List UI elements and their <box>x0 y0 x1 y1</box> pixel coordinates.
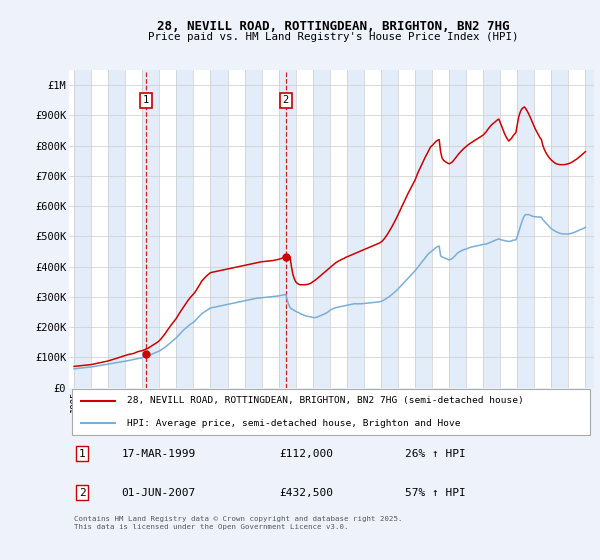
Text: 26% ↑ HPI: 26% ↑ HPI <box>405 449 466 459</box>
Bar <box>347 70 364 388</box>
Text: 01-JUN-2007: 01-JUN-2007 <box>121 488 196 498</box>
Text: 1: 1 <box>79 449 86 459</box>
Text: Price paid vs. HM Land Registry's House Price Index (HPI): Price paid vs. HM Land Registry's House … <box>148 32 518 43</box>
Text: 57% ↑ HPI: 57% ↑ HPI <box>405 488 466 498</box>
Bar <box>142 70 160 388</box>
Bar <box>211 70 227 388</box>
Text: 17-MAR-1999: 17-MAR-1999 <box>121 449 196 459</box>
Bar <box>313 70 330 388</box>
Text: 28, NEVILL ROAD, ROTTINGDEAN, BRIGHTON, BN2 7HG: 28, NEVILL ROAD, ROTTINGDEAN, BRIGHTON, … <box>157 20 509 32</box>
FancyBboxPatch shape <box>71 389 590 436</box>
Bar <box>108 70 125 388</box>
Bar <box>517 70 535 388</box>
Bar <box>483 70 500 388</box>
Bar <box>449 70 466 388</box>
Bar <box>278 70 296 388</box>
Bar <box>415 70 432 388</box>
Bar <box>176 70 193 388</box>
Text: Contains HM Land Registry data © Crown copyright and database right 2025.
This d: Contains HM Land Registry data © Crown c… <box>74 516 403 530</box>
Text: £112,000: £112,000 <box>279 449 333 459</box>
Text: 1: 1 <box>143 95 149 105</box>
Text: 2: 2 <box>283 95 289 105</box>
Text: 2: 2 <box>79 488 86 498</box>
Bar <box>381 70 398 388</box>
Text: £432,500: £432,500 <box>279 488 333 498</box>
Bar <box>586 70 594 388</box>
Text: HPI: Average price, semi-detached house, Brighton and Hove: HPI: Average price, semi-detached house,… <box>127 419 460 428</box>
Bar <box>74 70 91 388</box>
Bar <box>551 70 568 388</box>
Text: 28, NEVILL ROAD, ROTTINGDEAN, BRIGHTON, BN2 7HG (semi-detached house): 28, NEVILL ROAD, ROTTINGDEAN, BRIGHTON, … <box>127 396 523 405</box>
Bar <box>245 70 262 388</box>
